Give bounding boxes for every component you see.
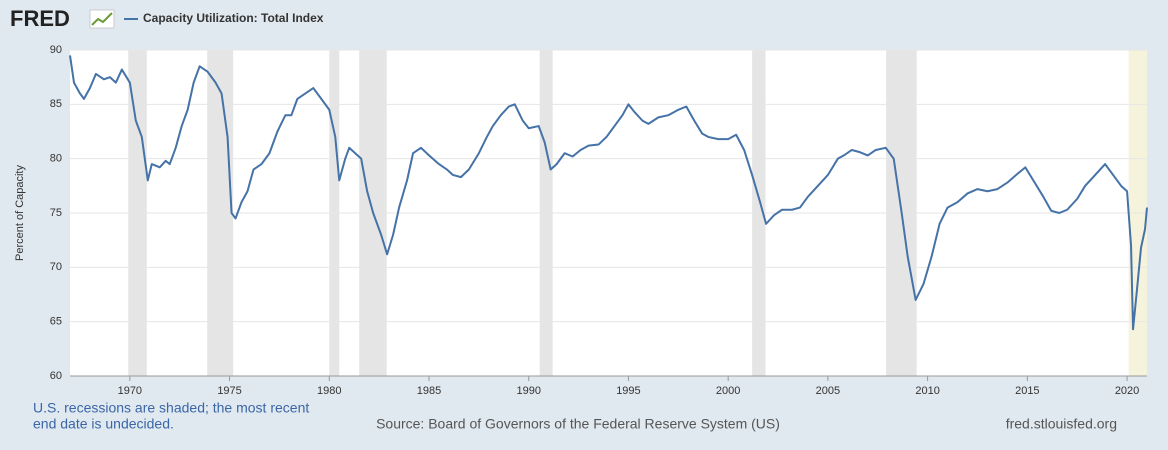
data-line: [69, 55, 1148, 331]
y-tick-label: 70: [50, 261, 62, 273]
y-tick-label: 85: [50, 98, 62, 110]
footnote: U.S. recessions are shaded; the most rec…: [33, 400, 309, 416]
logo: FRED: [10, 6, 70, 31]
y-tick-label: 75: [50, 207, 62, 219]
source: Source: Board of Governors of the Federa…: [376, 416, 780, 432]
y-tick-label: 65: [50, 316, 62, 328]
logo-icon: [89, 9, 115, 29]
x-tick-label: 2020: [1115, 385, 1139, 397]
x-tick-label: 2015: [1015, 385, 1039, 397]
y-axis-label: Percent of Capacity: [14, 165, 26, 261]
x-tick-label: 1975: [217, 385, 241, 397]
x-tick-label: 1970: [118, 385, 142, 397]
y-tick-label: 90: [50, 44, 62, 56]
x-tick-label: 2010: [915, 385, 939, 397]
x-tick-label: 1985: [417, 385, 441, 397]
site: fred.stlouisfed.org: [1006, 416, 1117, 432]
x-tick-label: 2000: [716, 385, 740, 397]
legend-label: Capacity Utilization: Total Index: [143, 11, 324, 25]
x-tick-label: 1980: [317, 385, 341, 397]
x-tick-label: 2005: [816, 385, 840, 397]
x-tick-label: 1995: [616, 385, 640, 397]
y-tick-label: 80: [50, 153, 62, 165]
footnote: end date is undecided.: [33, 416, 174, 432]
y-tick-label: 60: [50, 370, 62, 382]
x-tick-label: 1990: [516, 385, 540, 397]
